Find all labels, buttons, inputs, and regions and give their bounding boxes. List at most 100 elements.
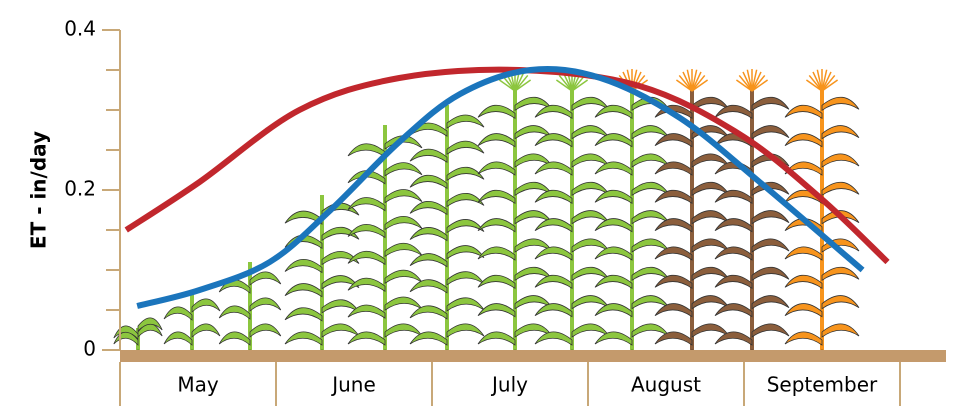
plant-tassel: [514, 74, 529, 92]
plant-leaf: [821, 266, 860, 282]
plant-tassel: [691, 74, 706, 92]
x-tick-label: June: [330, 373, 376, 397]
plant-tassel: [691, 71, 702, 92]
plant-leaf: [714, 189, 753, 205]
plant-leaf: [821, 153, 860, 168]
plant-leaf: [384, 242, 423, 258]
plant-leaf: [654, 189, 693, 205]
plant-leaf: [347, 197, 386, 212]
plant-leaf: [284, 259, 323, 274]
plant-tassel: [808, 74, 823, 92]
plant-leaf: [477, 189, 516, 205]
plant-leaf: [249, 297, 282, 312]
plant-leaf: [409, 227, 448, 242]
plant-tassel: [751, 71, 762, 92]
plant-leaf: [347, 143, 386, 158]
plant-leaf: [384, 269, 423, 285]
plant-tassel: [751, 79, 769, 92]
plant-leaf: [594, 331, 633, 346]
plant-leaf: [218, 331, 251, 346]
plant-leaf: [249, 323, 282, 338]
plant-tassel: [751, 69, 758, 92]
plant-leaf: [409, 279, 448, 294]
plant-tassel: [816, 69, 823, 92]
plant-leaf: [191, 323, 221, 338]
plant-tassel: [746, 69, 753, 92]
plant-leaf: [534, 331, 573, 346]
plant-tassel: [571, 74, 586, 92]
plant-leaf: [714, 246, 753, 261]
plant-leaf: [534, 161, 573, 176]
plant-tassel: [735, 79, 753, 92]
ground: [120, 350, 946, 362]
plant-tassel: [498, 79, 516, 92]
plant-leaf: [477, 303, 516, 318]
plant-tassel: [821, 74, 836, 92]
plant-leaf: [654, 274, 693, 290]
plant-leaf: [784, 246, 823, 261]
plant-leaf: [409, 148, 448, 163]
y-tick-label: 0.2: [64, 177, 96, 201]
plant-leaf: [446, 140, 485, 155]
plant-leaf: [534, 246, 573, 261]
plant-leaf: [751, 266, 790, 282]
plant-leaf: [784, 104, 823, 120]
plant-leaf: [384, 189, 423, 204]
plant-tassel: [631, 71, 642, 92]
plant-leaf: [477, 246, 516, 261]
plant-leaf: [409, 201, 448, 216]
plant-leaf: [594, 104, 633, 120]
plant-leaf: [409, 331, 448, 346]
plant-tassel: [514, 79, 532, 92]
plant-tassel: [675, 79, 693, 92]
plant-leaf: [714, 104, 753, 120]
plant-leaf: [137, 317, 163, 333]
plant-leaf: [784, 274, 823, 290]
plant-leaf: [191, 298, 221, 313]
plant-leaf: [163, 331, 193, 346]
plant-tassel: [751, 74, 766, 92]
plant-leaf: [821, 295, 860, 310]
plant-leaf: [321, 226, 360, 242]
plant-leaf: [714, 331, 753, 346]
plant-leaf: [821, 96, 860, 112]
plant-leaf: [534, 133, 573, 148]
plant-leaf: [654, 218, 693, 233]
plant-leaf: [654, 133, 693, 148]
plant-tassel: [821, 79, 839, 92]
plant-leaf: [409, 174, 448, 190]
plant-tassel: [631, 69, 638, 92]
plant-leaf: [347, 331, 386, 346]
plant-leaf: [784, 331, 823, 346]
plant-leaf: [321, 251, 360, 266]
plant-tassel: [571, 79, 589, 92]
plant-leaf: [534, 104, 573, 120]
plant-leaf: [477, 274, 516, 290]
plant-leaf: [751, 96, 790, 112]
plant-leaf: [821, 323, 860, 338]
plant-tassel: [514, 71, 525, 92]
x-tick-label: July: [490, 373, 528, 397]
plant-leaf: [163, 306, 193, 321]
plant-leaf: [751, 238, 790, 253]
plant-leaf: [446, 166, 485, 182]
plant-tassel: [691, 69, 698, 92]
plant-tassel: [691, 79, 709, 92]
x-tick-label: May: [177, 373, 219, 397]
plant-leaf: [654, 161, 693, 176]
plant-leaf: [477, 104, 516, 120]
plant-leaf: [821, 181, 860, 197]
plant-leaf: [784, 161, 823, 176]
y-tick-label: 0: [83, 337, 96, 361]
plant-leaf: [384, 216, 423, 231]
plant-leaf: [594, 218, 633, 233]
plant-leaf: [347, 304, 386, 319]
et-curve: [136, 66, 865, 309]
plant-leaf: [347, 250, 386, 266]
plant-leaf: [384, 323, 423, 338]
plant-leaf: [784, 133, 823, 148]
x-tick-label: September: [767, 373, 878, 397]
plant-tassel: [821, 71, 832, 92]
plant-leaf: [249, 271, 282, 286]
y-tick-label: 0.4: [64, 17, 96, 41]
